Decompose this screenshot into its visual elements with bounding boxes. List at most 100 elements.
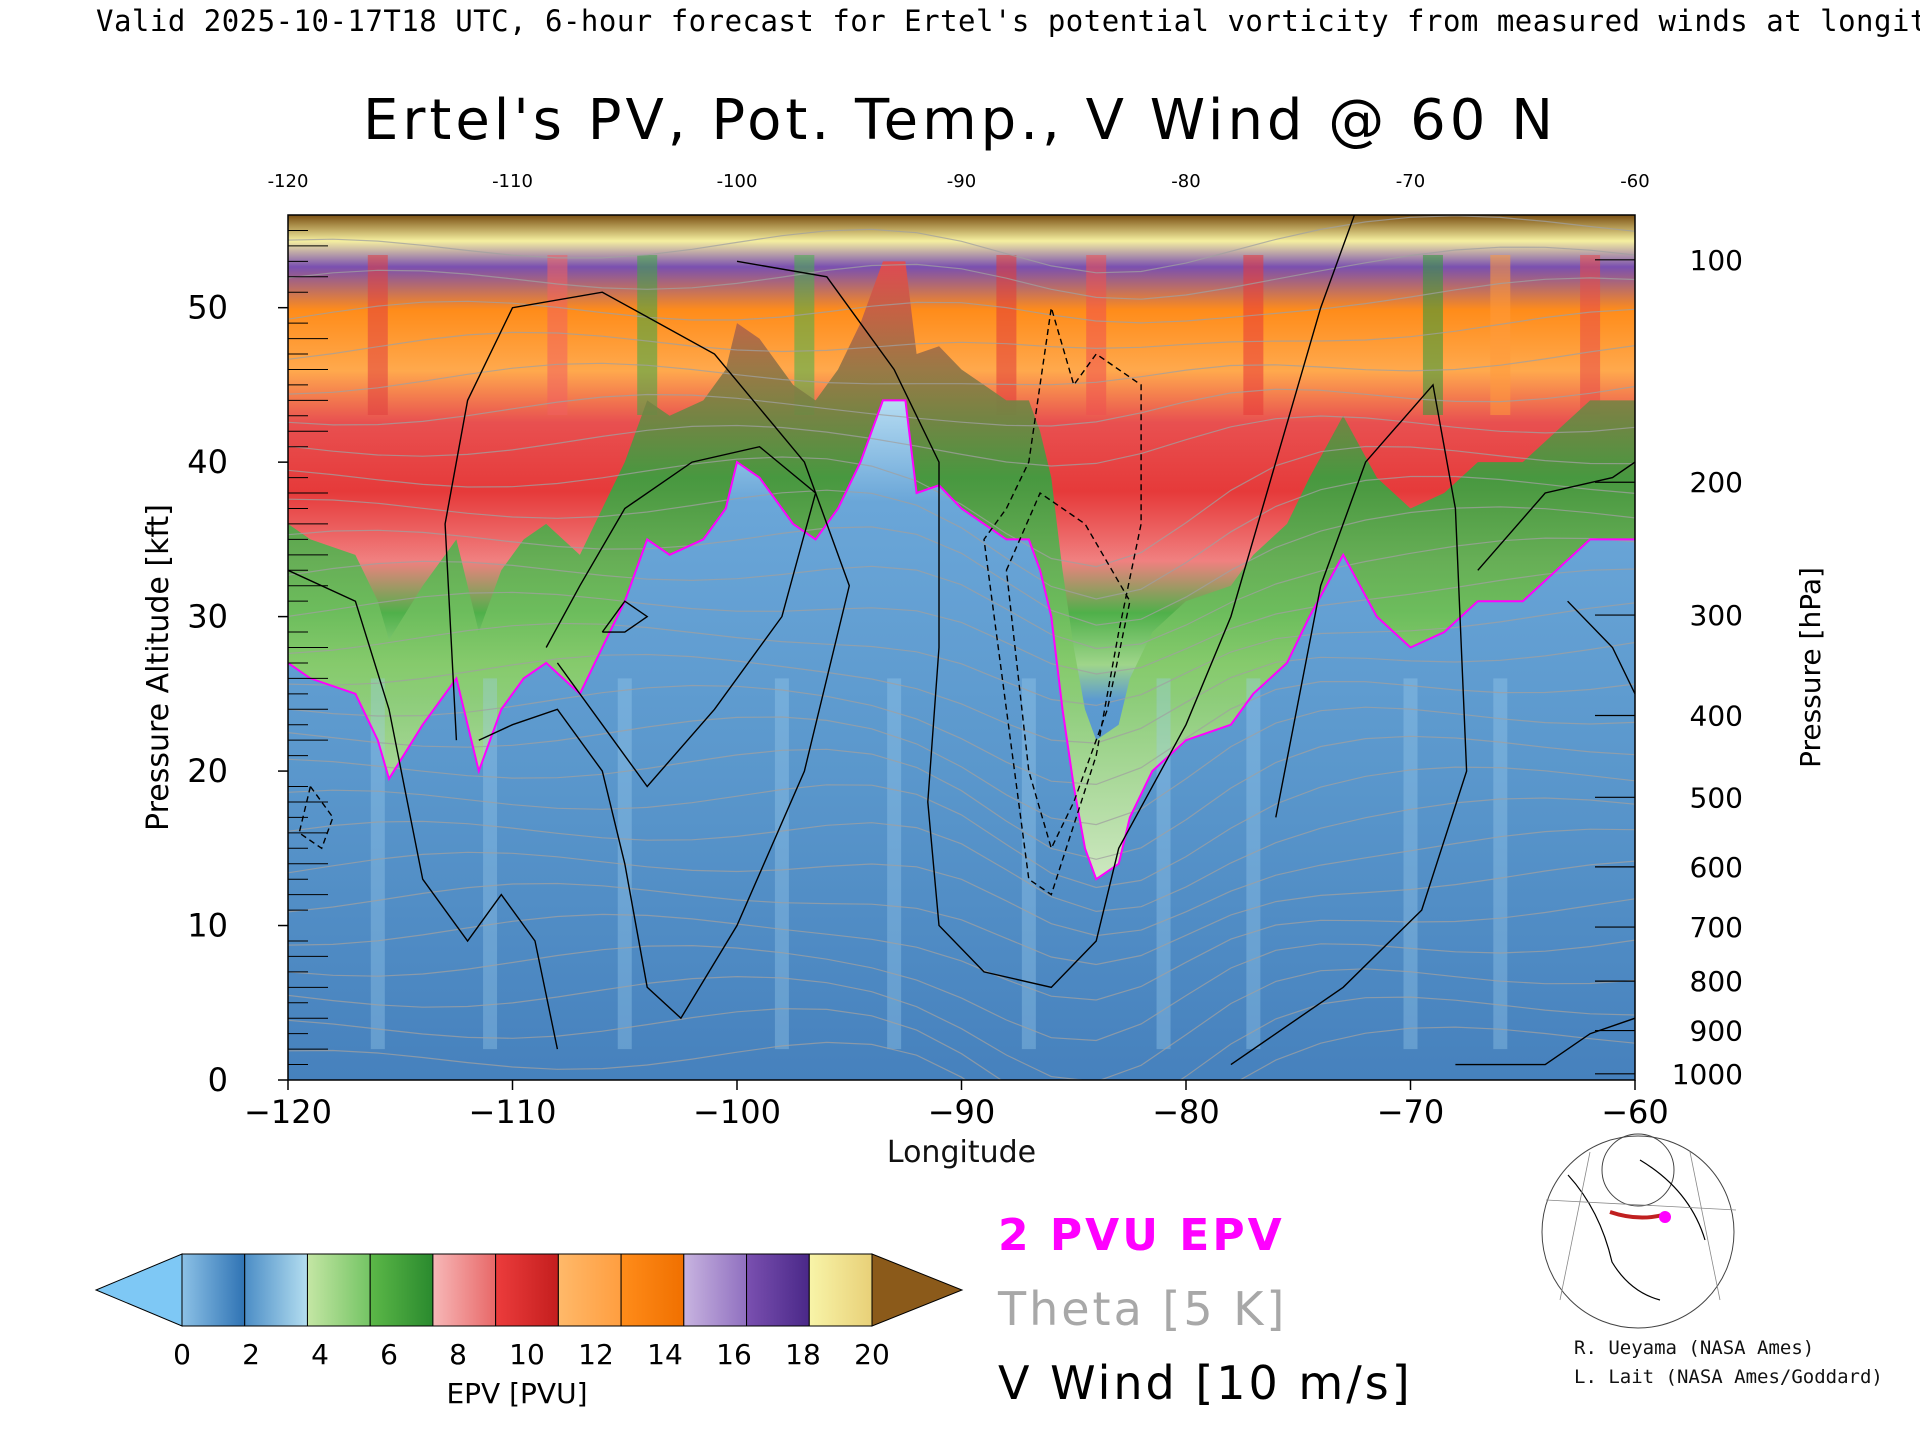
legend-vwind: V Wind [10 m/s] xyxy=(998,1356,1413,1410)
low-pv-streak xyxy=(774,678,789,1050)
low-pv-streak xyxy=(1493,678,1508,1050)
y-axis-label-right: Pressure [hPa] xyxy=(1794,567,1827,768)
theta-isentrope xyxy=(288,415,1635,467)
minimap-grid-circle xyxy=(1601,1133,1675,1207)
colorbar-tick-label: 12 xyxy=(578,1338,614,1371)
theta-isentrope xyxy=(288,735,1635,860)
epv-streak xyxy=(637,255,658,415)
pressure-tick-label: 600 xyxy=(1690,851,1743,884)
low-pv-streak xyxy=(1246,678,1261,1050)
y-tick-label: 20 xyxy=(187,752,228,790)
x-tick-label: −120 xyxy=(244,1093,332,1131)
vwind-contour-positive xyxy=(1477,461,1635,571)
credit-line-2: L. Lait (NASA Ames/Goddard) xyxy=(1574,1366,1883,1388)
pressure-tick-label: 1000 xyxy=(1672,1058,1743,1091)
y-axis-label-left: Pressure Altitude [kft] xyxy=(141,504,176,831)
pressure-tick-label: 800 xyxy=(1690,965,1743,998)
vwind-contour-negative xyxy=(1005,491,1131,851)
colorbar-tick-label: 16 xyxy=(716,1338,752,1371)
vwind-contour-positive xyxy=(288,569,559,1050)
theta-isentrope xyxy=(288,246,1635,300)
troposphere-field xyxy=(288,400,1635,1080)
colorbar-segment xyxy=(808,1253,873,1327)
colorbar-tick-label: 10 xyxy=(509,1338,545,1371)
colorbar-segment xyxy=(557,1253,622,1327)
pressure-tick-label: 300 xyxy=(1690,599,1743,632)
x-tick-label: −100 xyxy=(693,1093,781,1131)
colorbar-tick-label: 4 xyxy=(311,1338,329,1371)
theta-isentrope xyxy=(288,766,1635,889)
low-pv-streak xyxy=(370,678,385,1050)
theta-isentrope xyxy=(288,345,1635,395)
theta-isentrope xyxy=(288,568,1635,675)
valid-time-banner: Valid 2025-10-17T18 UTC, 6-hour forecast… xyxy=(96,4,1920,38)
theta-isentrope xyxy=(288,385,1635,427)
theta-isentrope xyxy=(288,680,1635,786)
colorbar-over-arrow xyxy=(871,1253,964,1327)
pressure-tick-label: 100 xyxy=(1690,244,1743,277)
vwind-contour-positive xyxy=(1230,383,1468,1066)
colorbar-segment xyxy=(369,1253,434,1327)
colorbar-segment xyxy=(746,1253,810,1327)
top-tick-label: -60 xyxy=(1620,171,1649,192)
epv-streak xyxy=(1243,255,1264,415)
epv-streak xyxy=(1490,255,1511,415)
theta-isentrope xyxy=(288,860,1635,966)
theta-isentrope xyxy=(288,1026,1635,1080)
y-tick-label: 50 xyxy=(187,289,228,327)
low-pv-streak xyxy=(887,678,902,1050)
theta-isentrope xyxy=(288,641,1635,744)
epv-streak xyxy=(996,255,1017,415)
legend-epv: 2 PVU EPV xyxy=(998,1210,1285,1261)
colorbar-tick-label: 2 xyxy=(242,1338,260,1371)
theta-isentrope xyxy=(288,706,1635,826)
low-pv-streak xyxy=(1021,678,1036,1050)
colorbar-segment xyxy=(620,1253,685,1327)
colorbar-tick-label: 14 xyxy=(647,1338,683,1371)
vwind-contour-positive xyxy=(601,600,649,633)
top-tick-label: -120 xyxy=(268,171,309,192)
pressure-tick-label: 500 xyxy=(1690,781,1743,814)
vwind-contour-positive xyxy=(545,445,817,788)
epv-streak xyxy=(794,255,815,415)
theta-isentrope xyxy=(288,602,1635,707)
epv-streak xyxy=(367,255,388,415)
y-tick-label: 10 xyxy=(187,907,228,945)
top-tick-label: -80 xyxy=(1171,171,1200,192)
theta-isentrope xyxy=(288,939,1635,1042)
vwind-contour-positive xyxy=(1455,1017,1635,1066)
colorbar-under-arrow xyxy=(94,1253,183,1327)
top-tick-label: -90 xyxy=(947,171,976,192)
theta-isentrope xyxy=(288,475,1635,600)
top-tick-label: -110 xyxy=(492,171,533,192)
theta-isentrope xyxy=(288,215,1635,274)
x-tick-label: −110 xyxy=(469,1093,557,1131)
legend-theta: Theta [5 K] xyxy=(998,1282,1288,1336)
minimap-graticule xyxy=(1545,1151,1737,1301)
low-pv-streak xyxy=(1403,678,1418,1050)
colorbar-segment xyxy=(181,1253,246,1327)
theta-isentrope xyxy=(288,277,1635,324)
colorbar-segment xyxy=(432,1253,497,1327)
epv-streak xyxy=(1422,255,1443,415)
theta-isentrope xyxy=(288,797,1635,913)
colorbar-label: EPV [PVU] xyxy=(446,1377,587,1410)
pressure-tick-label: 400 xyxy=(1690,699,1743,732)
credit-line-1: R. Ueyama (NASA Ames) xyxy=(1574,1337,1815,1359)
theta-isentrope xyxy=(288,506,1635,626)
theta-isentrope xyxy=(288,828,1635,937)
minimap-bg xyxy=(1540,1152,1736,1302)
y-tick-label: 30 xyxy=(187,598,228,636)
colorbar-tick-label: 6 xyxy=(380,1338,398,1371)
tropopause-2pvu-line xyxy=(288,399,1635,881)
theta-contours xyxy=(288,215,1635,1080)
vwind-contour-positive xyxy=(444,291,851,1020)
location-minimap xyxy=(1540,1133,1737,1329)
x-tick-label: −60 xyxy=(1601,1093,1669,1131)
y-tick-label: 0 xyxy=(208,1061,228,1099)
minimap-coastline xyxy=(1567,1159,1706,1301)
colorbar-segment xyxy=(495,1253,559,1327)
top-tick-label: -100 xyxy=(717,171,758,192)
epv-streak xyxy=(1580,255,1601,415)
x-tick-label: −90 xyxy=(928,1093,996,1131)
